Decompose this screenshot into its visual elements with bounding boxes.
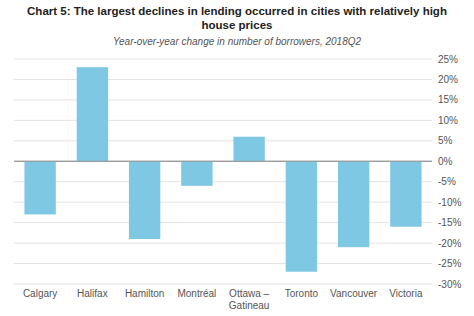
x-tick-label: Hamilton	[125, 288, 164, 299]
y-tick-label: 15%	[438, 94, 458, 105]
grid-line	[14, 59, 432, 60]
x-axis: Calgary Halifax Hamilton Montréal Ottawa –Ga…	[23, 288, 423, 311]
x-tick-label-line: Ottawa –	[229, 288, 269, 299]
page: {"chart_data": {"type": "bar", "title": …	[0, 0, 474, 316]
grid-line	[14, 263, 432, 264]
bar	[181, 161, 212, 186]
y-axis: -30% -25% -20% -15% -10% -5% 0% 5% 10% 15% 20% 25%	[14, 54, 461, 290]
x-tick-label-line: Toronto	[285, 288, 319, 299]
x-tick-label: Montréal	[177, 288, 216, 299]
y-tick-label: 10%	[438, 115, 458, 126]
x-tick-label: Calgary	[23, 288, 57, 299]
title-line: Chart 5: The largest declines in lending…	[27, 5, 447, 17]
x-tick-label-line: Montréal	[177, 288, 216, 299]
y-tick-label: -15%	[438, 217, 461, 228]
x-tick-label-line: Gatineau	[229, 300, 270, 311]
bar	[77, 67, 108, 161]
subtitle: Year-over-year change in number of borro…	[113, 36, 362, 47]
bars	[24, 67, 421, 272]
y-tick-label: 20%	[438, 74, 458, 85]
grid-line	[14, 284, 432, 285]
title-line: house prices	[202, 19, 273, 31]
x-tick-label-line: Calgary	[23, 288, 57, 299]
x-tick-label: Vancouver	[330, 288, 378, 299]
bar	[338, 161, 369, 247]
y-tick-label: -10%	[438, 197, 461, 208]
zero-line	[14, 161, 432, 162]
bar	[129, 161, 160, 239]
x-tick-label: Toronto	[285, 288, 319, 299]
bar	[286, 161, 317, 271]
y-tick-label: -30%	[438, 279, 461, 290]
x-tick-label-line: Victoria	[389, 288, 423, 299]
y-tick-label: -5%	[438, 176, 456, 187]
y-tick-label: -20%	[438, 238, 461, 249]
bar	[390, 161, 421, 226]
y-tick-label: -25%	[438, 258, 461, 269]
x-tick-label: Ottawa –Gatineau	[229, 288, 270, 311]
y-tick-label: 25%	[438, 54, 458, 65]
bar	[24, 161, 55, 214]
x-tick-label: Victoria	[389, 288, 423, 299]
x-tick-label-line: Hamilton	[125, 288, 164, 299]
x-tick-label-line: Vancouver	[330, 288, 378, 299]
zero-line	[14, 161, 432, 162]
title: Chart 5: The largest declines in lending…	[27, 5, 447, 31]
bar	[233, 137, 264, 162]
chart: Chart 5: The largest declines in lending…	[0, 0, 474, 316]
x-tick-label-line: Halifax	[77, 288, 108, 299]
y-tick-label: 0%	[438, 156, 453, 167]
y-tick-label: 5%	[438, 135, 453, 146]
x-tick-label: Halifax	[77, 288, 108, 299]
